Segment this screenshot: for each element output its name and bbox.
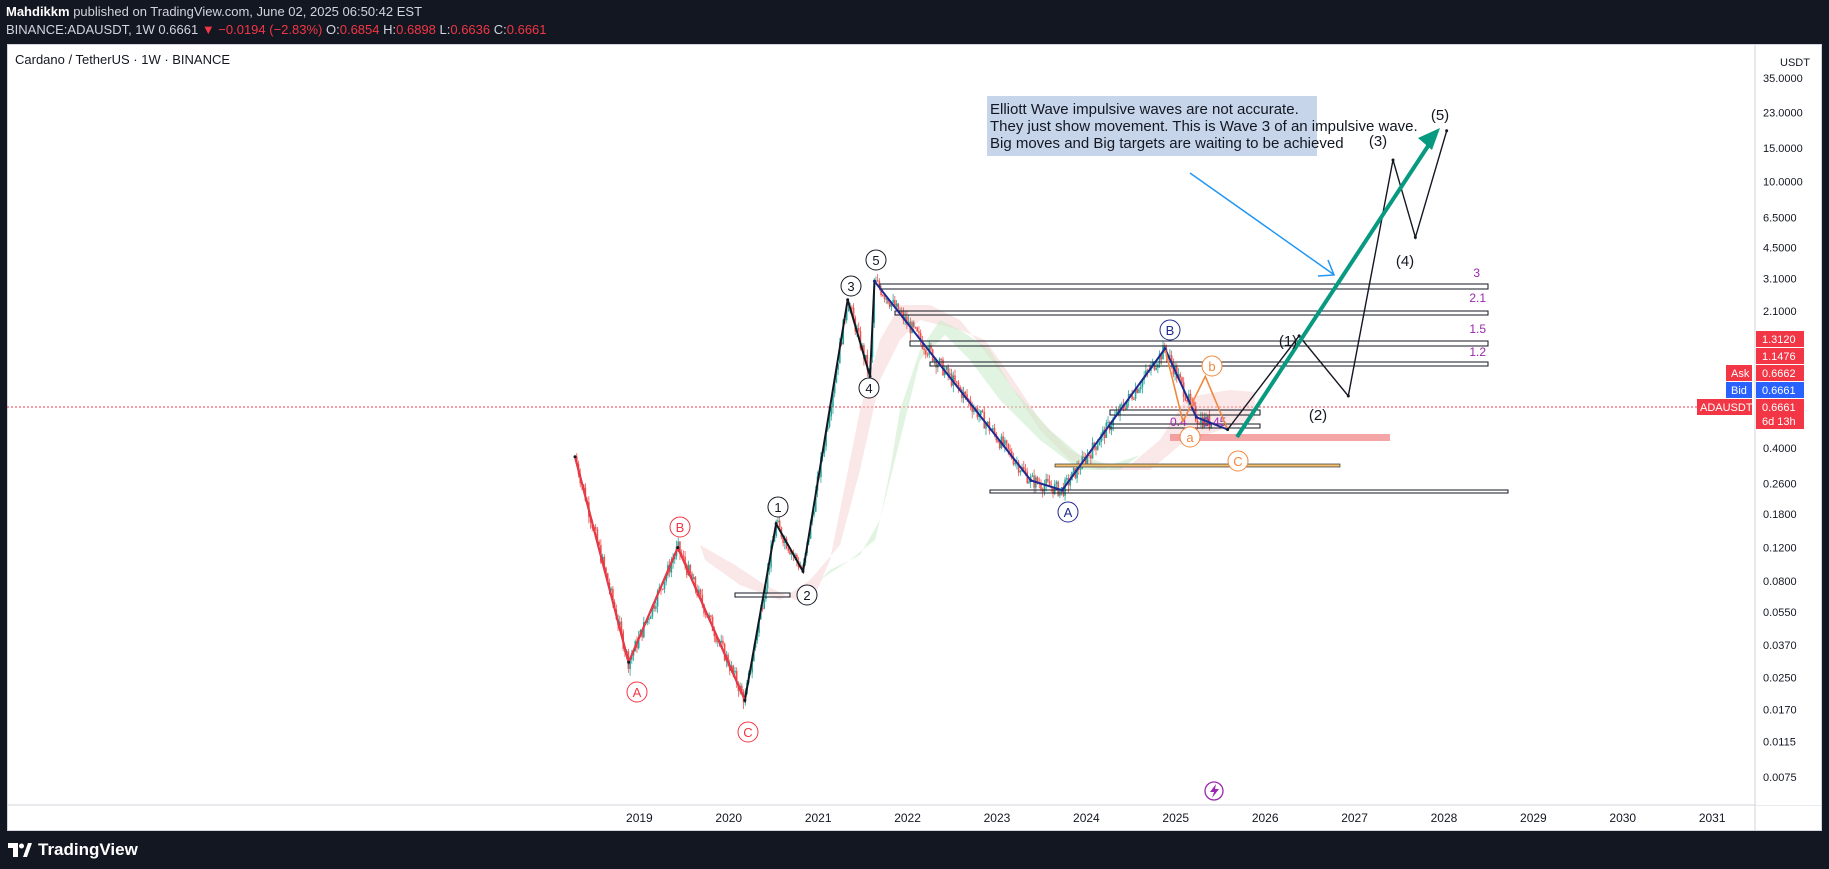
chart-pane[interactable]: [7, 44, 1822, 831]
publisher-name[interactable]: Mahdikkm: [6, 4, 70, 19]
publish-line: Mahdikkm published on TradingView.com, J…: [6, 4, 422, 19]
symbol-line: BINANCE:ADAUSDT, 1W 0.6661 ▼ −0.0194 (−2…: [6, 22, 547, 37]
low-label: L:: [439, 22, 451, 37]
close-value: 0.6661: [506, 22, 547, 37]
published-text: published on TradingView.com, June 02, 2…: [69, 4, 423, 19]
high-value: 0.6898: [396, 22, 436, 37]
tradingview-brand: TradingView: [38, 840, 138, 859]
low-value: 0.6636: [450, 22, 491, 37]
chart-title: Cardano / TetherUS · 1W · BINANCE: [15, 52, 231, 67]
high-label: H:: [383, 22, 397, 37]
tradingview-logo[interactable]: TradingView: [8, 840, 138, 860]
price-change: ▼ −0.0194 (−2.83%): [201, 22, 323, 37]
tradingview-logo-icon: [8, 843, 32, 857]
open-label: O:: [326, 22, 340, 37]
close-label: C:: [493, 22, 507, 37]
symbol-info: BINANCE:ADAUSDT, 1W 0.6661: [6, 22, 199, 37]
publish-header: Mahdikkm published on TradingView.com, J…: [0, 0, 1829, 44]
footer-bar: TradingView: [0, 831, 1829, 869]
open-value: 0.6854: [339, 22, 380, 37]
